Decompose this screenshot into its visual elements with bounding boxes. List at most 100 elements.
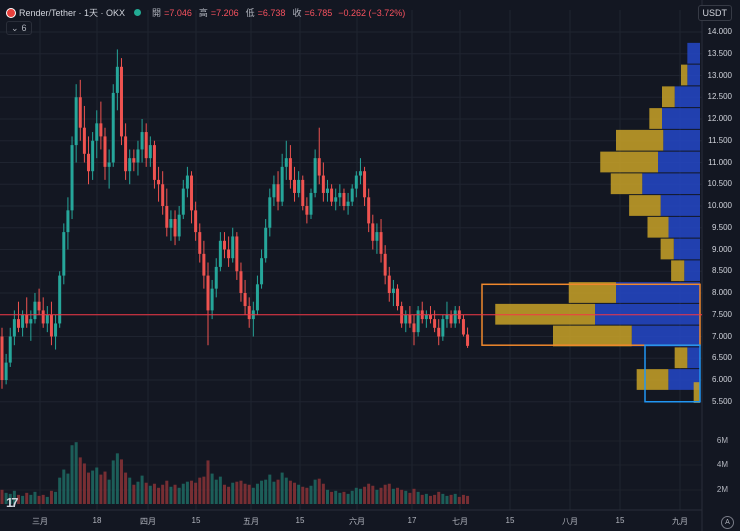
- time-tick-label: 六月: [349, 517, 365, 526]
- volume-bar: [87, 472, 91, 504]
- volume-bar: [441, 493, 445, 504]
- candle-body: [350, 188, 354, 202]
- volume-bar: [111, 460, 115, 504]
- volume-bar: [288, 480, 292, 504]
- volume-bar: [140, 475, 144, 504]
- candle-body: [87, 153, 91, 172]
- volume-bar: [218, 476, 222, 504]
- volume-bar: [165, 480, 169, 504]
- candle-body: [202, 253, 206, 276]
- candle-body: [190, 175, 194, 211]
- volume-bar: [45, 496, 49, 504]
- time-tick-label: 五月: [243, 517, 259, 526]
- candle-body: [177, 214, 181, 237]
- volume-bar: [416, 491, 420, 504]
- volume-bar: [317, 478, 321, 504]
- candle-body: [235, 236, 239, 272]
- high-value: =7.206: [210, 7, 239, 18]
- time-tick-label: 15: [505, 516, 515, 525]
- volume-profile-bar-down: [553, 325, 632, 347]
- volume-bar: [222, 484, 226, 504]
- volume-bar: [354, 487, 358, 504]
- candle-body: [227, 249, 231, 259]
- symbol-title[interactable]: Render/Tether · 1天 · OKX: [19, 8, 126, 18]
- candle-body: [58, 275, 62, 324]
- candle-body: [218, 240, 222, 267]
- candle-body: [144, 132, 148, 159]
- time-tick-label: 15: [191, 516, 201, 525]
- candle-body: [424, 314, 428, 320]
- indicator-count: 6: [21, 23, 27, 33]
- volume-bar: [12, 490, 16, 504]
- indicators-toggle[interactable]: ⌄ 6: [6, 21, 32, 35]
- candle-body: [293, 179, 297, 193]
- volume-tick-label: 6M: [716, 436, 728, 445]
- candle-body: [255, 284, 259, 311]
- candle-body: [54, 323, 58, 337]
- candle-body: [284, 158, 288, 167]
- volume-bar: [420, 494, 424, 504]
- volume-bar: [37, 495, 41, 504]
- volume-bar: [214, 479, 218, 504]
- candle-body: [95, 123, 99, 141]
- candle-body: [260, 258, 264, 285]
- candle-body: [41, 310, 45, 324]
- candle-body: [363, 171, 367, 198]
- candle-body: [165, 206, 169, 228]
- volume-bar: [358, 488, 362, 504]
- volume-bar: [350, 490, 354, 504]
- volume-profile-bar-down: [681, 64, 688, 86]
- volume-bar: [177, 487, 181, 504]
- price-tick-label: 6.000: [711, 375, 732, 384]
- volume-tick-label: 2M: [716, 485, 728, 494]
- volume-bar: [408, 492, 412, 504]
- volume-bar: [66, 473, 70, 504]
- volume-bar: [128, 477, 132, 504]
- candle-body: [466, 334, 470, 346]
- volume-bar: [99, 474, 103, 504]
- volume-bar: [428, 495, 432, 504]
- time-tick-label: 七月: [452, 517, 468, 526]
- candle-body: [264, 227, 268, 259]
- volume-profile-bar-down: [600, 151, 658, 173]
- volume-profile-bar-down: [662, 86, 675, 108]
- time-tick-label: 15: [615, 516, 625, 525]
- volume-bar: [449, 494, 453, 504]
- volume-profile-bar-up: [616, 282, 700, 303]
- price-tick-label: 5.500: [711, 396, 732, 406]
- volume-profile-bar-up: [660, 195, 700, 216]
- candle-body: [247, 306, 251, 320]
- candle-body: [222, 240, 226, 250]
- volume-bar: [309, 485, 313, 504]
- candle-body: [25, 314, 29, 324]
- volume-bar: [330, 491, 334, 504]
- volume-bar: [284, 477, 288, 504]
- volume-bar: [461, 494, 465, 504]
- candle-body: [111, 92, 115, 163]
- candle-body: [74, 97, 78, 146]
- candle-body: [433, 319, 437, 328]
- price-tick-label: 9.000: [711, 244, 732, 254]
- volume-bar: [173, 484, 177, 504]
- volume-profile-bar-up: [687, 42, 700, 64]
- volume-bar: [132, 484, 136, 504]
- currency-selector[interactable]: USDT: [697, 5, 732, 21]
- candle-body: [354, 175, 358, 189]
- volume-bar: [202, 476, 206, 504]
- volume-bar: [58, 477, 62, 504]
- volume-profile-bar-down: [660, 238, 674, 260]
- volume-bar: [29, 494, 33, 504]
- tradingview-logo-icon[interactable]: 17: [6, 495, 19, 510]
- volume-bar: [161, 484, 165, 504]
- volume-bar: [445, 495, 449, 504]
- auto-scale-button[interactable]: A: [721, 516, 734, 529]
- volume-profile-bar-down: [674, 347, 688, 369]
- candle-body: [330, 188, 334, 202]
- candle-body: [461, 319, 465, 335]
- candle-body: [305, 206, 309, 215]
- volume-profile-bar-down: [568, 282, 616, 303]
- candle-body: [396, 288, 400, 307]
- candle-body: [321, 175, 325, 193]
- candle-body: [342, 192, 346, 206]
